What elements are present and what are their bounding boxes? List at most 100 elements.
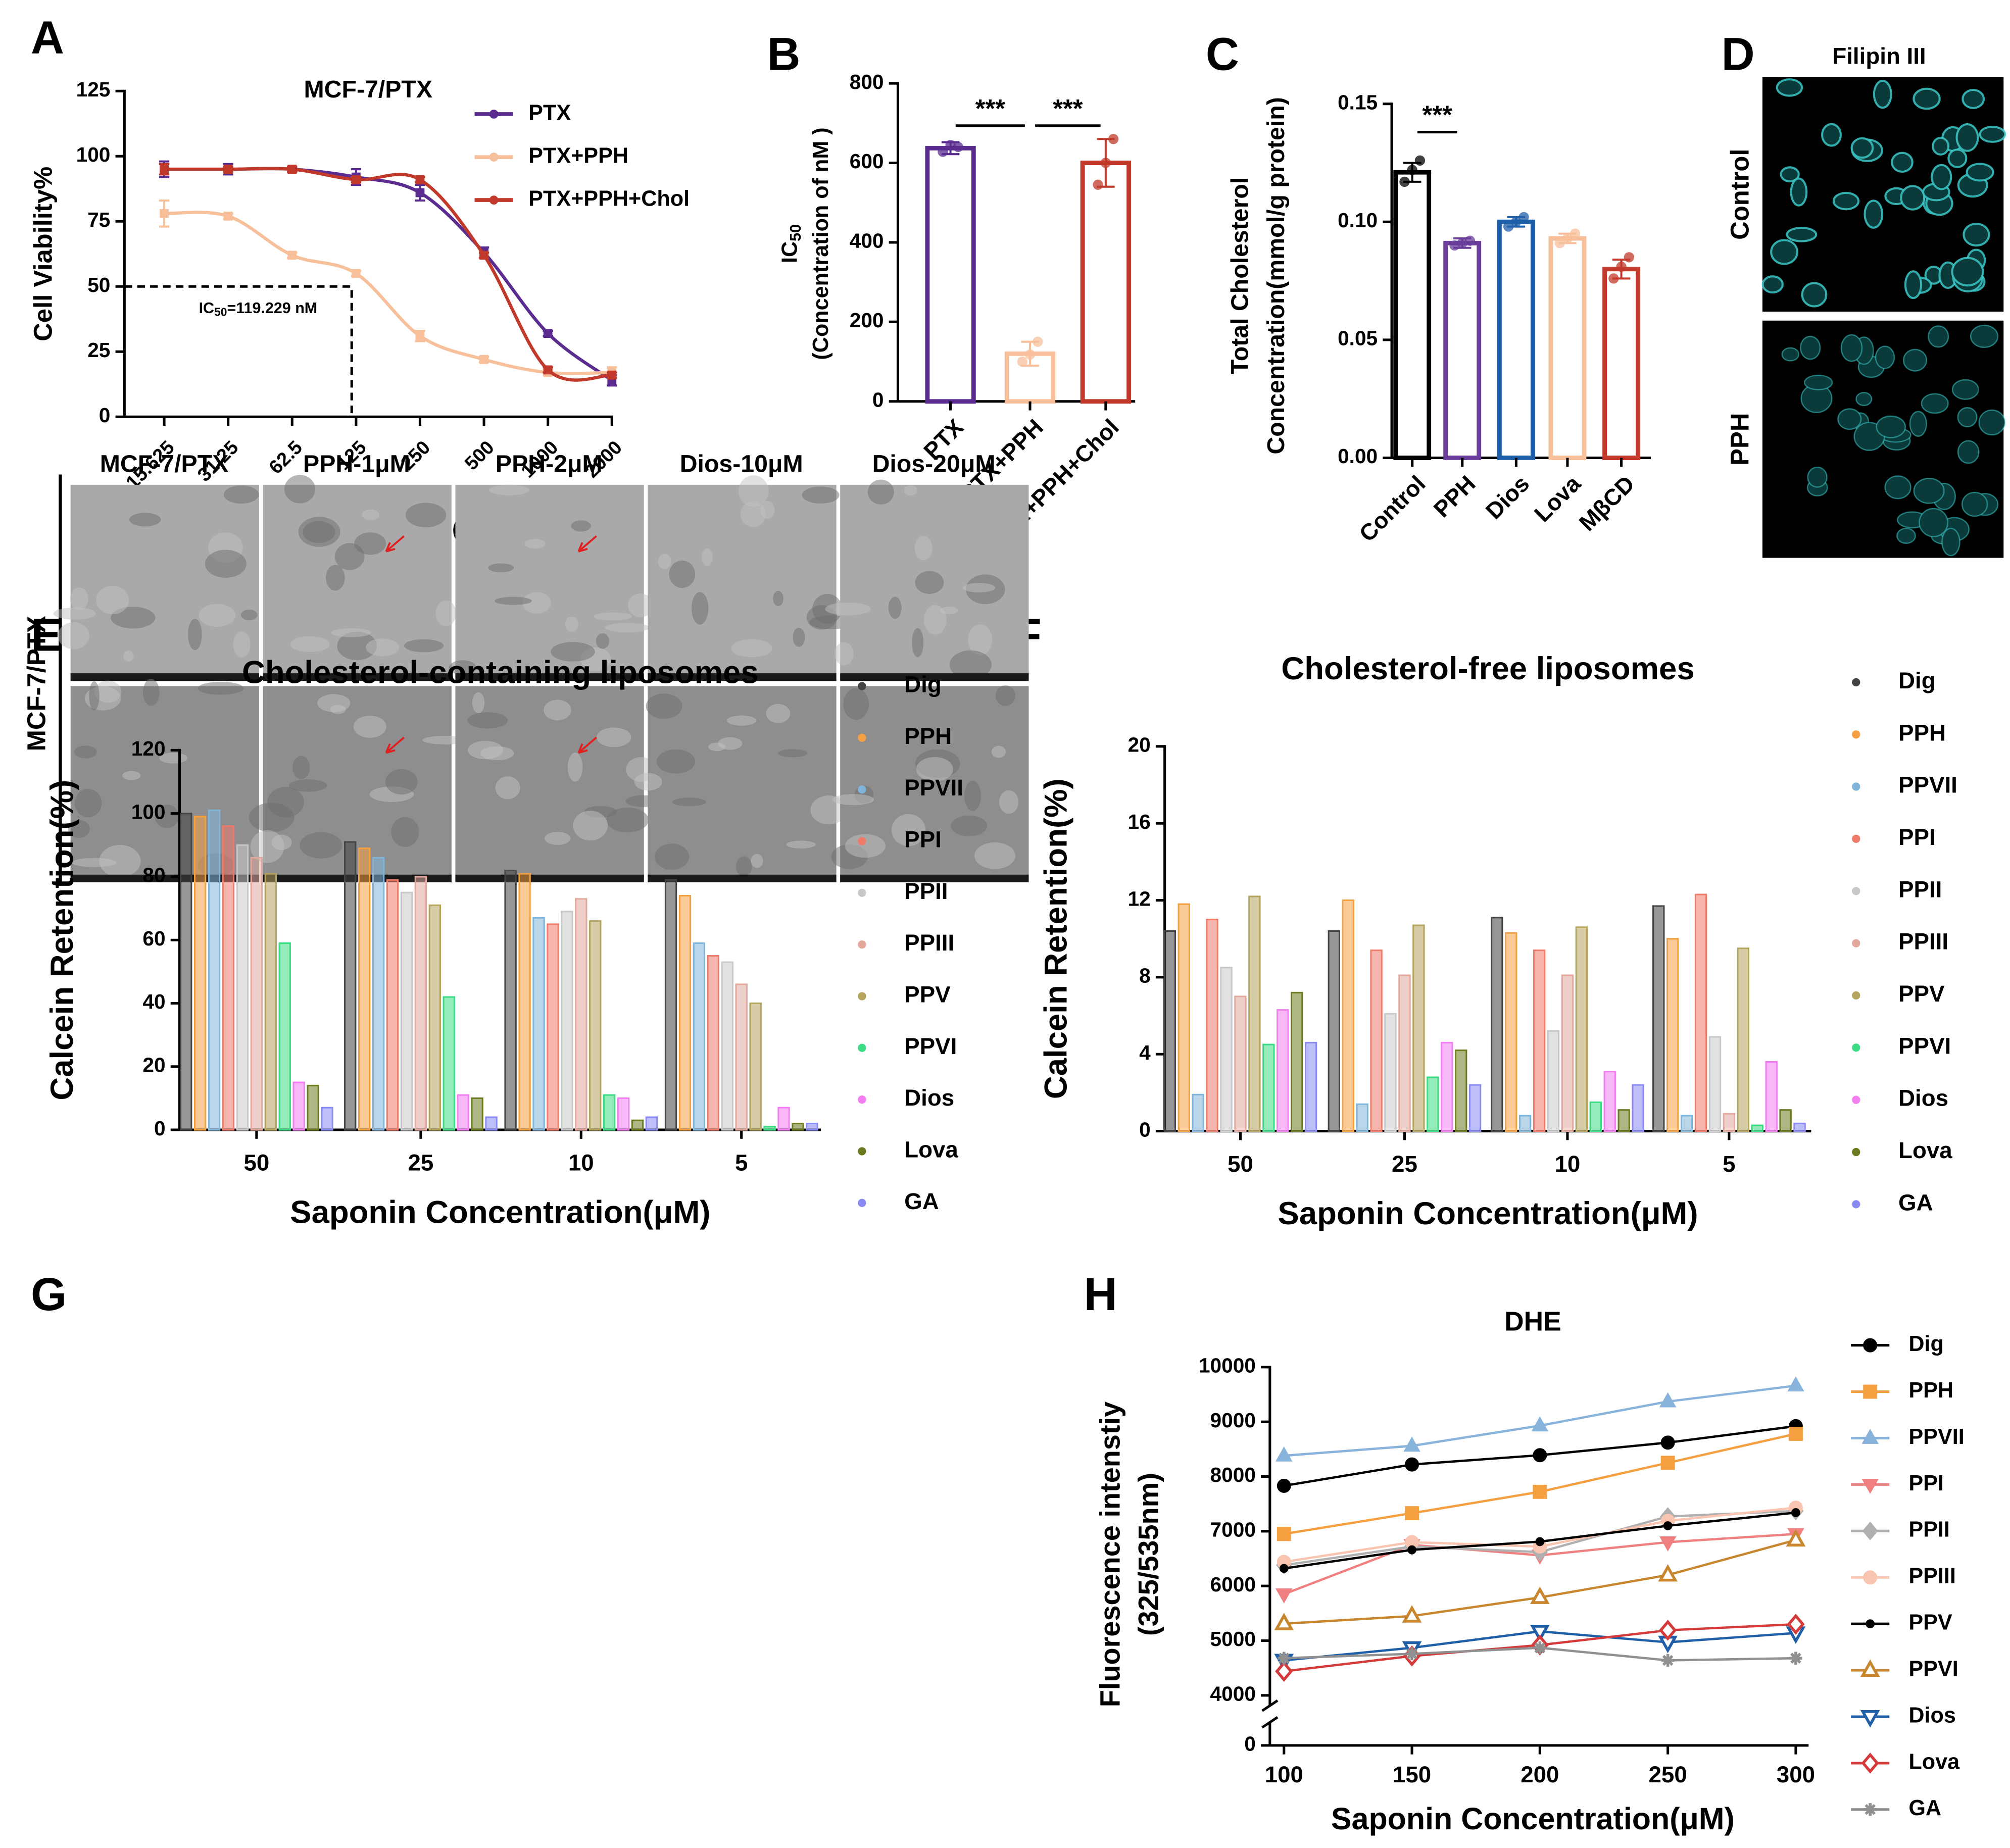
legend-marker xyxy=(858,837,866,845)
bar xyxy=(1342,900,1354,1132)
cell xyxy=(1786,227,1818,242)
cell xyxy=(1800,335,1821,360)
x-tick-label: 100 xyxy=(1265,1762,1303,1787)
data-point xyxy=(1659,1392,1677,1408)
legend-marker xyxy=(858,733,866,742)
chart-title: Cholesterol-free liposomes xyxy=(1281,651,1694,686)
bar xyxy=(1708,1036,1722,1132)
cell xyxy=(1904,270,1922,299)
data-point xyxy=(1457,238,1467,248)
bar xyxy=(1328,930,1340,1132)
data-point xyxy=(1276,1588,1293,1604)
bar xyxy=(631,1119,644,1131)
data-point xyxy=(1402,1605,1422,1623)
x-tick-label: 50 xyxy=(1228,1151,1253,1177)
texture xyxy=(914,536,933,561)
y-tick-label: 0 xyxy=(1244,1732,1256,1756)
cell xyxy=(1896,527,1916,544)
data-point xyxy=(1787,1614,1805,1635)
data-point xyxy=(1405,1647,1418,1661)
bar xyxy=(792,1122,804,1131)
data-point xyxy=(1788,1426,1803,1441)
legend-label: PPIII xyxy=(904,930,954,956)
texture xyxy=(467,712,508,729)
bar xyxy=(1765,1061,1778,1132)
y-tick-label: 6000 xyxy=(1210,1573,1256,1596)
bar xyxy=(1384,1013,1397,1132)
texture xyxy=(240,609,258,621)
row-label: PPH xyxy=(1726,413,1754,465)
legend-marker xyxy=(1852,834,1860,843)
data-point xyxy=(607,370,617,380)
cell xyxy=(1884,475,1911,500)
legend-marker xyxy=(1852,678,1860,686)
texture xyxy=(362,509,380,520)
bar xyxy=(1617,1109,1630,1132)
legend-label: PPII xyxy=(904,878,948,904)
bar xyxy=(1443,240,1482,460)
chart-title: MCF-7/PTX xyxy=(304,76,432,103)
bar xyxy=(1370,950,1383,1132)
y-tick-label: 20 xyxy=(142,1054,165,1077)
legend-label: Lova xyxy=(1908,1750,1960,1774)
bar xyxy=(400,891,413,1131)
texture xyxy=(727,715,757,726)
bar xyxy=(763,1126,776,1131)
bar xyxy=(1178,903,1190,1132)
cell xyxy=(1913,477,1945,504)
legend-label: PPVII xyxy=(1908,1425,1964,1449)
legend-marker xyxy=(1861,1753,1879,1774)
data-point xyxy=(1616,261,1627,272)
bar xyxy=(1412,924,1425,1132)
texture xyxy=(495,776,520,800)
legend-marker xyxy=(1860,1710,1880,1728)
x-tick-label: MβCD xyxy=(1574,471,1639,536)
y-tick-label: 0 xyxy=(1139,1118,1151,1141)
legend-label: Dios xyxy=(1908,1703,1956,1727)
bar xyxy=(344,841,357,1131)
bar xyxy=(1163,930,1176,1132)
data-point xyxy=(1511,217,1522,227)
texture xyxy=(435,600,457,627)
legend-marker xyxy=(1852,939,1860,947)
legend-label: PPV xyxy=(1908,1611,1952,1635)
texture xyxy=(565,616,578,632)
texture xyxy=(489,484,530,495)
data-point xyxy=(1399,176,1410,187)
data-point xyxy=(415,331,425,341)
cell xyxy=(1931,164,1952,190)
bar xyxy=(358,847,371,1131)
texture xyxy=(74,745,97,759)
data-point xyxy=(1663,1521,1673,1530)
texture xyxy=(545,831,571,845)
texture xyxy=(122,771,141,780)
texture xyxy=(658,554,671,569)
cell xyxy=(1957,440,1980,464)
data-point xyxy=(1786,1529,1806,1547)
y-axis-label: Calcein Retention(%) xyxy=(44,780,80,1101)
bar xyxy=(749,1002,762,1131)
texture xyxy=(964,780,981,811)
legend-label: Dig xyxy=(1898,668,1936,693)
texture xyxy=(142,678,160,706)
data-point xyxy=(1570,228,1581,239)
data-point xyxy=(1658,1564,1678,1582)
y-tick-label: 12 xyxy=(1128,887,1151,910)
bar xyxy=(1632,1084,1644,1132)
bar xyxy=(386,879,399,1131)
data-point xyxy=(1659,1536,1677,1552)
bar xyxy=(1779,1109,1792,1132)
y-tick-label: 125 xyxy=(76,78,111,101)
bar xyxy=(777,1107,790,1131)
texture xyxy=(53,607,96,620)
legend-label: PPVI xyxy=(1898,1033,1951,1059)
bar xyxy=(278,942,291,1131)
legend-marker xyxy=(858,992,866,1001)
y-tick-label: 4000 xyxy=(1210,1682,1256,1706)
bar xyxy=(518,873,531,1131)
data-point xyxy=(1503,221,1514,232)
panel-letter: B xyxy=(767,28,800,80)
cell xyxy=(1902,348,1928,372)
bar xyxy=(1220,967,1233,1132)
legend-label: PPH xyxy=(1898,720,1946,745)
